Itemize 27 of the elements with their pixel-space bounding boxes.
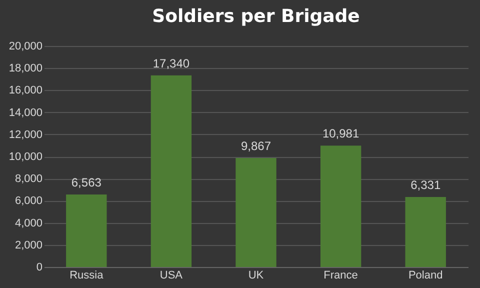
data-label: 17,340: [152, 56, 190, 70]
y-tick-label: 16,000: [8, 84, 42, 97]
y-tick-label: 12,000: [8, 128, 42, 141]
x-tick-label: France: [324, 270, 358, 282]
x-tick-label: UK: [248, 270, 264, 282]
bar: [150, 75, 192, 267]
data-label: 10,981: [322, 126, 360, 141]
y-tick-label: 8,000: [14, 173, 42, 186]
y-tick-label: 2,000: [14, 239, 42, 252]
bar: [405, 197, 446, 267]
x-tick-label: USA: [160, 270, 184, 282]
data-label: 9,867: [240, 138, 272, 153]
y-tick-label: 18,000: [8, 62, 42, 75]
y-tick-label: 10,000: [8, 151, 42, 163]
data-label: 6,331: [410, 178, 441, 192]
y-tick-label: 0: [36, 262, 42, 274]
bar: [236, 158, 276, 267]
bar: [320, 146, 362, 267]
x-tick-label: Russia: [70, 270, 104, 282]
chart-title: Soldiers per Brigade: [152, 6, 360, 27]
y-tick-label: 6,000: [14, 195, 42, 208]
y-tick-label: 14,000: [8, 106, 42, 119]
x-tick-label: Poland: [408, 270, 443, 282]
data-label: 6,563: [71, 175, 102, 190]
bar: [66, 194, 107, 267]
y-tick-label: 20,000: [8, 40, 42, 52]
y-tick-label: 4,000: [14, 217, 42, 230]
